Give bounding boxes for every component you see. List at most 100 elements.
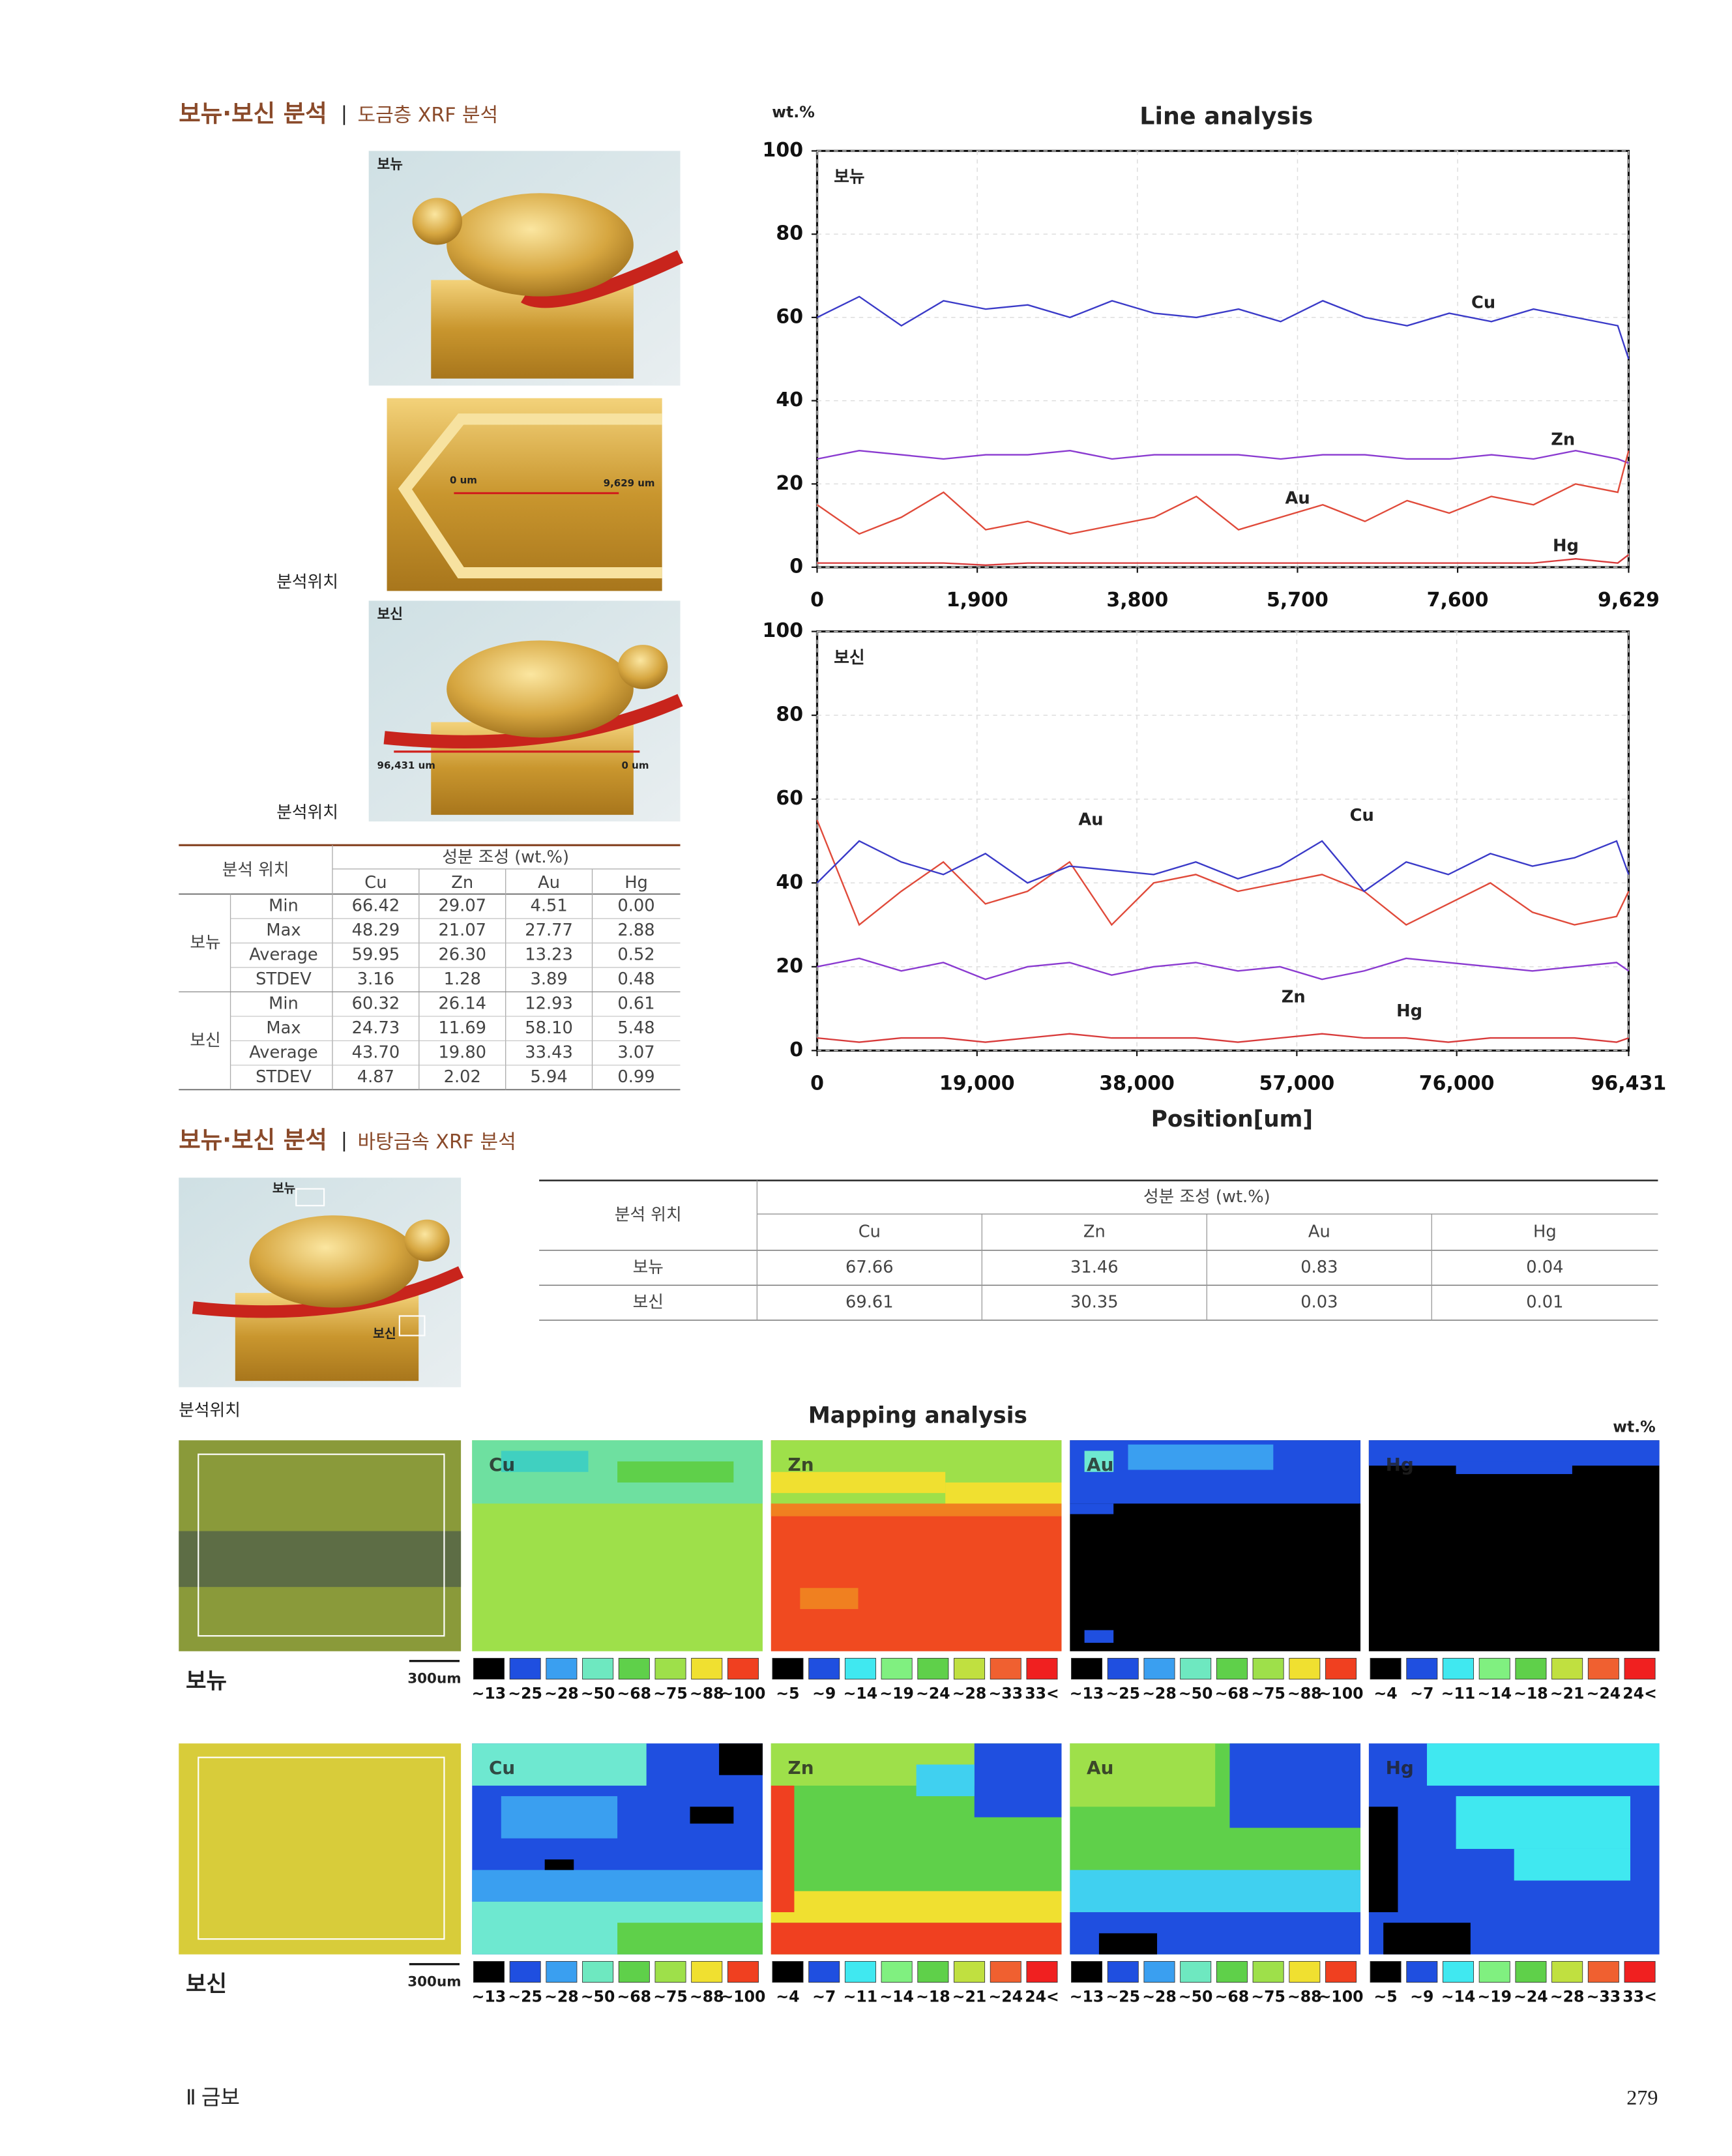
series-line [816, 450, 1630, 535]
series-line [816, 820, 1630, 926]
legend-label: ~24 [1514, 1988, 1548, 2006]
legend-label: ~100 [1319, 1685, 1364, 1703]
map-region [544, 1859, 574, 1870]
map-region [472, 1870, 763, 1902]
table-cell: Average [249, 945, 318, 965]
table-header: Hg [1533, 1222, 1557, 1241]
map-region [1514, 1848, 1631, 1881]
table-cell: 4.51 [530, 896, 567, 916]
legend-label: ~100 [720, 1988, 765, 2006]
legend-label: 33< [1025, 1685, 1059, 1703]
table-cell: 0.99 [617, 1067, 654, 1087]
table-cell: 31.46 [1070, 1258, 1119, 1277]
map-region [800, 1587, 859, 1610]
legend-swatch [881, 1658, 913, 1680]
table-cell: Max [266, 1018, 301, 1038]
legend-label: ~68 [617, 1685, 652, 1703]
x-tick-label: 9,629 [1598, 589, 1660, 612]
legend-label: ~28 [952, 1685, 987, 1703]
table-cell: 60.32 [352, 994, 400, 1014]
legend-swatch [618, 1961, 650, 1983]
map-region [719, 1743, 763, 1775]
cord [521, 250, 684, 308]
legend-swatch [1478, 1961, 1510, 1983]
x-tick-label: 7,600 [1427, 589, 1489, 612]
table-cell: 2.02 [444, 1067, 481, 1087]
legend-swatch [1107, 1658, 1139, 1680]
legend-label: ~14 [844, 1685, 878, 1703]
legend-swatch [1624, 1961, 1656, 1983]
legend-label: ~13 [1070, 1685, 1104, 1703]
map-region [617, 1923, 763, 1955]
table-cell: 0.04 [1526, 1258, 1563, 1277]
legend-label: ~33 [1587, 1988, 1621, 2006]
legend-label: ~9 [1410, 1988, 1433, 2006]
section-title: 보뉴·보신 분석 [179, 1126, 327, 1154]
series-line [817, 450, 1629, 464]
legend-label: ~13 [472, 1988, 506, 2006]
legend-label: ~24 [1587, 1685, 1621, 1703]
legend-swatch [772, 1961, 804, 1983]
table-cell: 보뉴 [633, 1258, 664, 1277]
legend-swatch [1252, 1961, 1284, 1983]
table-cell: 30.35 [1070, 1293, 1119, 1312]
legend-swatch [844, 1658, 876, 1680]
legend-swatch [1325, 1658, 1357, 1680]
legend-label: ~50 [581, 1988, 615, 2006]
scale-label: 300um [407, 1671, 461, 1687]
map-region [501, 1451, 589, 1472]
table-cell: 0.48 [617, 969, 654, 989]
table-cell: 59.95 [352, 945, 400, 965]
map-element: Cu [489, 1454, 515, 1475]
chart-title: Line analysis [1139, 102, 1313, 130]
series-label: Au [1078, 810, 1103, 829]
legend-label: ~25 [508, 1988, 542, 2006]
table-header: Hg [624, 873, 648, 893]
x-axis-label: Position[um] [1151, 1106, 1313, 1132]
shell [447, 193, 634, 297]
legend-swatch [1515, 1658, 1547, 1680]
legend-swatch [808, 1658, 840, 1680]
table-cell: 24.73 [352, 1018, 400, 1038]
page-number: 279 [1626, 2086, 1658, 2109]
micrograph-band [179, 1531, 462, 1587]
table-cell: 0.03 [1300, 1293, 1338, 1312]
legend-swatch [1026, 1961, 1058, 1983]
table-cell: 0.61 [617, 994, 654, 1014]
position-label: 분석위치 [276, 572, 338, 592]
legend-label: ~100 [1319, 1988, 1364, 2006]
map-element: Cu [489, 1757, 515, 1779]
legend-swatch [1325, 1961, 1357, 1983]
shell [249, 1215, 419, 1308]
map-region [617, 1461, 734, 1483]
map-image [1368, 1440, 1660, 1651]
table-cell: 5.48 [617, 1018, 654, 1038]
legend-label: ~24 [989, 1988, 1023, 2006]
section-subtitle: 바탕금속 XRF 분석 [358, 1130, 516, 1153]
table-header: Au [538, 873, 560, 893]
legend-swatch [844, 1961, 876, 1983]
legend-label: ~68 [1215, 1988, 1250, 2006]
micrograph-frame [198, 1453, 445, 1637]
table-cell: Average [249, 1043, 318, 1063]
x-tick-label: 3,800 [1106, 589, 1168, 612]
y-tick-label: 20 [776, 472, 803, 495]
legend-label: ~4 [776, 1988, 799, 2006]
map-region [1427, 1743, 1660, 1786]
table-cell: 0.83 [1300, 1258, 1338, 1277]
x-tick-label: 1,900 [947, 589, 1008, 612]
y-tick-label: 0 [789, 555, 803, 578]
legend-swatch [1443, 1658, 1475, 1680]
legend-label: 33< [1622, 1988, 1657, 2006]
table-cell: 5.94 [530, 1067, 567, 1087]
x-tick-label: 0 [810, 589, 824, 612]
table-cell: 1.28 [444, 969, 481, 989]
legend-swatch [1406, 1658, 1438, 1680]
legend-label: ~25 [1106, 1988, 1140, 2006]
head [412, 198, 463, 245]
position-label: 분석위치 [276, 803, 338, 823]
legend-label: ~75 [653, 1988, 688, 2006]
legend-label: ~25 [1106, 1685, 1140, 1703]
y-tick-label: 40 [776, 871, 803, 894]
map-region [1070, 1743, 1216, 1807]
